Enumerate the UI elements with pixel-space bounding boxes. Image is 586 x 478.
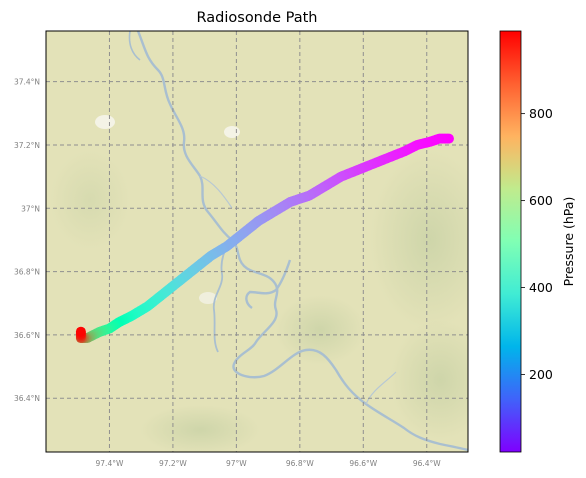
lat-tick-label: 37.2°N <box>14 141 40 150</box>
map-frame <box>45 30 469 453</box>
terrain-highlight <box>95 115 115 129</box>
lat-tick-label: 37.4°N <box>14 78 40 87</box>
lon-tick-label: 97°W <box>226 459 247 468</box>
colorbar-tick-label: 600 <box>529 193 553 208</box>
longitude-tick-labels: 97.4°W 97.2°W 97°W 96.8°W 96.6°W 96.4°W <box>96 459 442 468</box>
gridlines <box>46 31 468 452</box>
river-branch <box>245 259 292 309</box>
colorbar-tick-label: 200 <box>529 367 553 382</box>
colorbar-ticks: 200 400 600 800 <box>521 106 553 382</box>
colorbar-scale <box>499 30 522 453</box>
terrain-shading <box>275 295 365 365</box>
colorbar-tick-label: 400 <box>529 280 553 295</box>
colorbar-tick-label: 800 <box>529 106 553 121</box>
lon-tick-label: 97.4°W <box>96 459 124 468</box>
lat-tick-label: 36.8°N <box>14 268 40 277</box>
river-branch <box>128 31 141 61</box>
radiosonde-track <box>75 133 454 344</box>
lon-tick-label: 96.8°W <box>286 459 314 468</box>
map-panel[interactable]: 97.4°W 97.2°W 97°W 96.8°W 96.6°W 96.4°W 37.4°… <box>14 30 490 468</box>
lon-tick-label: 96.4°W <box>413 459 441 468</box>
lat-tick-label: 36.6°N <box>14 331 40 340</box>
creek <box>199 175 233 209</box>
terrain-shading <box>140 405 260 452</box>
terrain-shading <box>50 150 130 250</box>
lon-tick-label: 96.6°W <box>349 459 377 468</box>
lat-tick-label: 37°N <box>21 204 40 213</box>
basemap <box>46 31 468 452</box>
terrain-highlight <box>199 292 217 304</box>
map-title: Radiosonde Path <box>197 10 318 26</box>
creek <box>365 371 397 405</box>
terrain-highlight <box>224 126 240 138</box>
latitude-tick-labels: 37.4°N 37.2°N 37°N 36.8°N 36.6°N 36.4°N <box>14 78 40 404</box>
river-branch <box>212 239 233 353</box>
terrain-shading <box>370 150 468 330</box>
colorbar: 200 400 600 800 Pressure (hPa) <box>499 30 576 453</box>
track-point <box>75 326 86 337</box>
colorbar-label: Pressure (hPa) <box>561 197 576 287</box>
terrain-shading <box>390 320 468 440</box>
lon-tick-label: 97.2°W <box>159 459 187 468</box>
lat-tick-label: 36.4°N <box>14 394 40 403</box>
